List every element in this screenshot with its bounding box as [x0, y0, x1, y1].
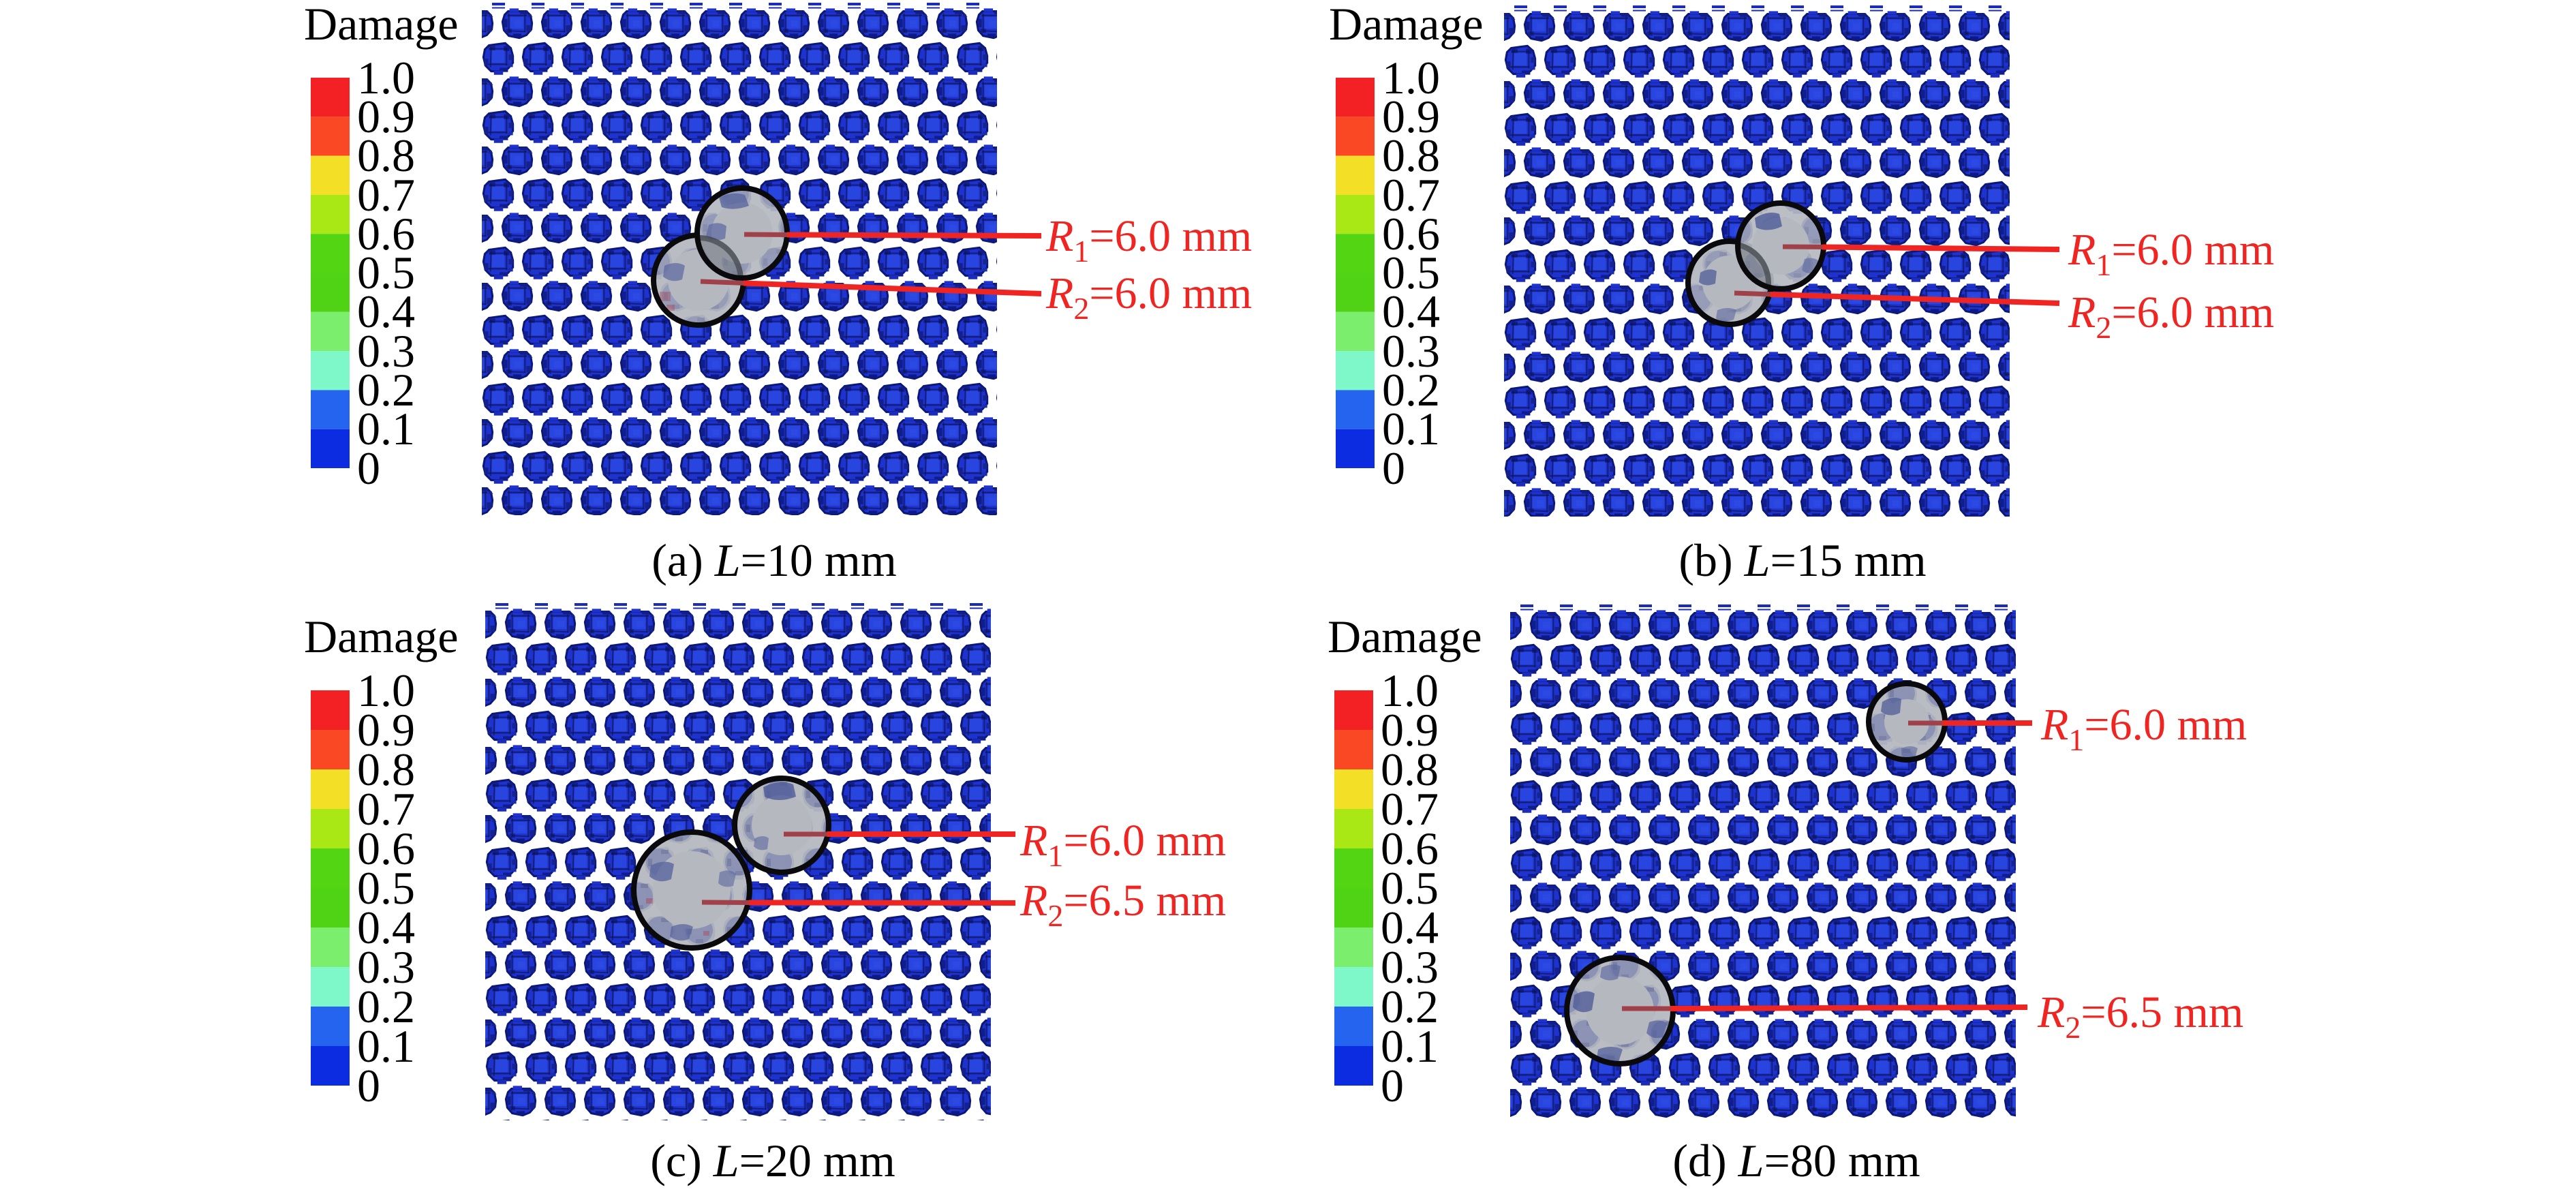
svg-text:0.2: 0.2: [1382, 364, 1440, 416]
svg-text:0.3: 0.3: [357, 325, 415, 377]
svg-text:0.7: 0.7: [357, 169, 415, 221]
svg-text:0.4: 0.4: [357, 902, 415, 953]
svg-text:0.1: 0.1: [1381, 1020, 1439, 1072]
svg-text:Damage: Damage: [304, 611, 459, 662]
svg-text:0.2: 0.2: [357, 981, 415, 1032]
svg-text:0.4: 0.4: [1381, 902, 1439, 953]
svg-text:R2=6.5 mm: R2=6.5 mm: [2037, 987, 2243, 1045]
svg-text:0.6: 0.6: [1381, 823, 1439, 874]
svg-text:0: 0: [1381, 1060, 1404, 1111]
svg-text:1.0: 1.0: [1382, 52, 1440, 104]
svg-text:1.0: 1.0: [357, 52, 415, 104]
svg-text:R1=6.0 mm: R1=6.0 mm: [1019, 816, 1226, 873]
svg-text:(c) L=20 mm: (c) L=20 mm: [650, 1135, 895, 1186]
svg-text:0.7: 0.7: [1381, 783, 1439, 835]
svg-text:0.1: 0.1: [357, 403, 415, 455]
svg-text:0.1: 0.1: [1382, 403, 1440, 455]
svg-text:0: 0: [357, 1060, 380, 1111]
svg-text:R2=6.5 mm: R2=6.5 mm: [1019, 876, 1226, 933]
svg-text:0.8: 0.8: [357, 129, 415, 181]
svg-text:0.9: 0.9: [1382, 91, 1440, 142]
svg-text:0.9: 0.9: [357, 704, 415, 756]
svg-text:(a) L=10 mm: (a) L=10 mm: [651, 534, 896, 586]
svg-text:0.4: 0.4: [357, 286, 415, 337]
svg-text:0: 0: [357, 442, 380, 494]
svg-text:0.5: 0.5: [1382, 247, 1440, 298]
svg-text:0.9: 0.9: [357, 91, 415, 142]
svg-text:Damage: Damage: [1329, 0, 1484, 50]
svg-text:0.8: 0.8: [1382, 129, 1440, 181]
svg-text:0.8: 0.8: [1381, 743, 1439, 795]
svg-text:0.5: 0.5: [357, 862, 415, 914]
svg-text:0.7: 0.7: [357, 783, 415, 835]
svg-text:0.6: 0.6: [357, 208, 415, 260]
svg-text:0.6: 0.6: [1382, 208, 1440, 260]
svg-text:R1=6.0 mm: R1=6.0 mm: [2040, 700, 2247, 757]
svg-text:R2=6.0 mm: R2=6.0 mm: [1045, 269, 1252, 326]
svg-text:0.2: 0.2: [357, 364, 415, 416]
svg-text:0.2: 0.2: [1381, 981, 1439, 1032]
svg-text:0.5: 0.5: [357, 247, 415, 298]
svg-text:0.3: 0.3: [1381, 941, 1439, 993]
svg-text:0: 0: [1382, 442, 1405, 494]
svg-text:0.9: 0.9: [1381, 704, 1439, 756]
svg-text:Damage: Damage: [1328, 611, 1482, 662]
svg-text:1.0: 1.0: [1381, 664, 1439, 716]
svg-text:1.0: 1.0: [357, 664, 415, 716]
svg-text:(b) L=15 mm: (b) L=15 mm: [1678, 534, 1926, 586]
svg-text:R1=6.0 mm: R1=6.0 mm: [1045, 211, 1252, 269]
svg-text:0.5: 0.5: [1381, 862, 1439, 914]
svg-text:0.1: 0.1: [357, 1020, 415, 1072]
svg-text:0.3: 0.3: [357, 941, 415, 993]
svg-text:0.4: 0.4: [1382, 286, 1440, 337]
svg-text:0.8: 0.8: [357, 743, 415, 795]
svg-text:R2=6.0 mm: R2=6.0 mm: [2068, 288, 2274, 345]
svg-text:0.7: 0.7: [1382, 169, 1440, 221]
svg-text:R1=6.0 mm: R1=6.0 mm: [2068, 225, 2274, 282]
svg-text:Damage: Damage: [304, 0, 459, 50]
svg-text:0.3: 0.3: [1382, 325, 1440, 377]
svg-text:(d) L=80 mm: (d) L=80 mm: [1672, 1135, 1920, 1186]
svg-text:0.6: 0.6: [357, 823, 415, 874]
